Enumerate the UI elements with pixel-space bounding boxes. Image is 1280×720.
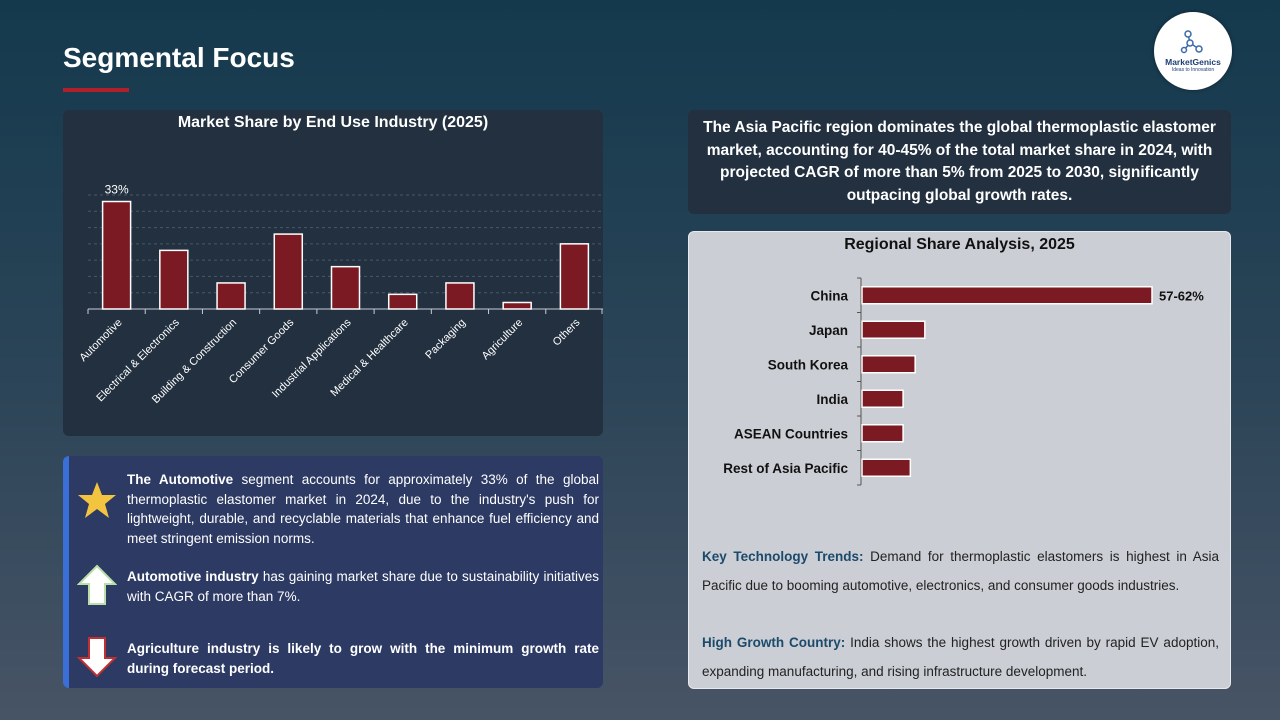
bar-agriculture: [502, 301, 532, 310]
bullet-2-bold: Automotive industry: [127, 569, 259, 584]
regional-panel: Regional Share Analysis, 2025 China 57-62…: [688, 231, 1231, 689]
data-label: 33%: [105, 183, 129, 197]
bar-rest-of-asia-pacific: [861, 458, 912, 477]
bar-building-construction: [216, 282, 246, 310]
bullet-automotive-growth: Automotive industry has gaining market s…: [127, 567, 599, 606]
regional-chart-title: Regional Share Analysis, 2025: [844, 236, 1075, 253]
y-tick-label: South Korea: [768, 357, 849, 372]
bar-others: [559, 243, 590, 310]
bar-japan: [861, 320, 926, 339]
bullet-3-bold: Agriculture industry is likely to grow w…: [127, 641, 599, 676]
segment-highlights-panel: The Automotive segment accounts for appr…: [63, 456, 603, 688]
x-tick-label: Others: [551, 316, 583, 348]
bar-medical-healthcare: [387, 293, 418, 310]
x-tick-label: Agriculture: [480, 317, 526, 363]
bullet-automotive-share: The Automotive segment accounts for appr…: [127, 470, 599, 548]
star-icon: [78, 482, 116, 518]
y-tick-label: China: [810, 288, 848, 303]
bar-south-korea: [861, 355, 916, 374]
logo-name: MarketGenics: [1165, 57, 1221, 67]
y-tick-label: India: [816, 392, 848, 407]
bar-india: [861, 389, 904, 408]
key-trends-text: Key Technology Trends: Demand for thermo…: [702, 543, 1219, 600]
industry-chart-panel: Market Share by End Use Industry (2025) …: [63, 110, 603, 436]
bar-china: [861, 286, 1153, 305]
asia-pacific-callout: The Asia Pacific region dominates the gl…: [688, 110, 1231, 214]
high-growth-body: India shows the highest growth driven by…: [702, 635, 1219, 679]
regional-bar-chart: China 57-62% Japan South Korea India ASEAN Co…: [723, 277, 1204, 486]
industry-chart-title: Market Share by End Use Industry (2025): [177, 114, 489, 131]
bar-electrical-electronics: [159, 249, 189, 310]
bullet-agriculture: Agriculture industry is likely to grow w…: [127, 639, 599, 678]
bar-industrial-applications: [330, 265, 361, 310]
bar-packaging: [445, 282, 475, 310]
logo: MarketGenics Ideas to Innovation: [1154, 12, 1232, 90]
bullet-1-text: segment accounts for approximately 33% o…: [127, 472, 599, 546]
bar-consumer-goods: [273, 233, 304, 310]
high-growth-text: High Growth Country: India shows the hig…: [702, 629, 1219, 686]
high-growth-label: High Growth Country:: [702, 635, 846, 650]
x-tick-label: Packaging: [423, 317, 468, 362]
data-label: 57-62%: [1159, 288, 1204, 303]
down-arrow-icon: [77, 637, 117, 678]
key-trends-body: Demand for thermoplastic elastomers is h…: [702, 549, 1219, 593]
logo-tagline: Ideas to Innovation: [1171, 67, 1215, 73]
y-tick-label: ASEAN Countries: [734, 426, 848, 441]
y-tick-label: Japan: [809, 323, 848, 338]
bullet-1-bold: The Automotive: [127, 472, 234, 487]
up-arrow-icon: [77, 564, 117, 605]
bar-automotive: [101, 200, 132, 310]
bar-asean-countries: [861, 424, 904, 443]
y-tick-label: Rest of Asia Pacific: [723, 461, 848, 476]
page-title: Segmental Focus: [63, 42, 295, 73]
bullet-2-text: has gaining market share due to sustaina…: [127, 569, 599, 604]
title-underline: [63, 88, 129, 92]
x-tick-label: Automotive: [77, 317, 124, 364]
network-icon: [1180, 30, 1203, 54]
key-trends-label: Key Technology Trends:: [702, 549, 864, 564]
